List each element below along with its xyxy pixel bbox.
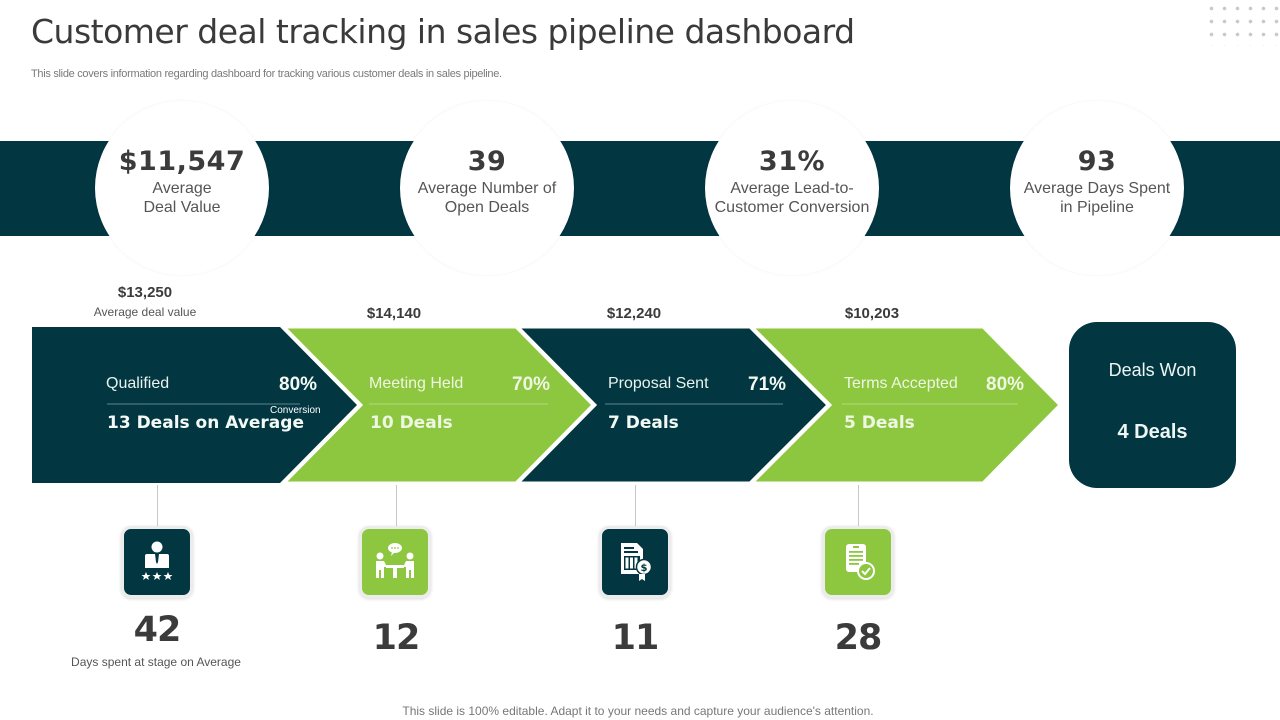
days-label: Days spent at stage on Average bbox=[71, 655, 241, 669]
deals-won-title: Deals Won bbox=[1108, 360, 1197, 380]
kpi-days-in-pipeline: 93 Average Days Spent in Pipeline bbox=[1010, 101, 1184, 275]
chevron-terms-accepted bbox=[748, 325, 1063, 485]
stage-deals-proposal-sent: 7 Deals bbox=[608, 413, 679, 433]
days-qualified: 42 bbox=[133, 610, 182, 650]
stage-deals-qualified: 13 Deals on Average bbox=[107, 413, 304, 433]
days-terms-accepted: 28 bbox=[834, 618, 883, 658]
stage-name-terms-accepted: Terms Accepted bbox=[844, 375, 958, 392]
kpi-value: 93 bbox=[1077, 146, 1117, 177]
stage-conversion-terms-accepted: 80% bbox=[986, 374, 1025, 395]
stage-conversion-proposal-sent: 71% bbox=[748, 374, 787, 395]
tile-meeting-held bbox=[359, 526, 431, 598]
stage-conversion-meeting-held: 70% bbox=[512, 374, 551, 395]
days-meeting-held: 12 bbox=[372, 618, 421, 658]
footer-note: This slide is 100% editable. Adapt it to… bbox=[402, 704, 874, 718]
connector-line bbox=[396, 485, 397, 527]
connector-line bbox=[858, 485, 859, 527]
stage-deal-value-meeting-held: $14,140 bbox=[366, 305, 422, 322]
tile-qualified bbox=[121, 526, 193, 598]
document-check-icon bbox=[846, 544, 875, 580]
stage-deal-value-label: Average deal value bbox=[93, 305, 197, 319]
kpi-label: Average Days Spent in Pipeline bbox=[1023, 180, 1171, 216]
user-rating-icon bbox=[141, 541, 173, 580]
deals-won-box: Deals Won 4 Deals bbox=[1069, 322, 1236, 488]
deals-won-count: 4 Deals bbox=[1117, 421, 1188, 443]
connector-line bbox=[635, 485, 636, 527]
chevron-qualified bbox=[32, 327, 357, 483]
decorative-dot-grid bbox=[1205, 2, 1280, 46]
stage-deals-meeting-held: 10 Deals bbox=[370, 413, 453, 433]
tile-proposal-sent: $ bbox=[599, 526, 671, 598]
kpi-value: 39 bbox=[467, 146, 507, 177]
kpi-label: Average Deal Value bbox=[143, 180, 221, 216]
invoice-dollar-icon: $ bbox=[621, 543, 653, 581]
kpi-label: Average Number of Open Deals bbox=[417, 180, 557, 216]
stage-conversion-qualified: 80% bbox=[279, 374, 318, 395]
kpi-label: Average Lead-to- Customer Conversion bbox=[714, 180, 870, 216]
kpi-lead-conversion: 31% Average Lead-to- Customer Conversion bbox=[705, 101, 879, 275]
stage-name-meeting-held: Meeting Held bbox=[369, 375, 464, 392]
page-title: Customer deal tracking in sales pipeline… bbox=[31, 12, 855, 51]
stage-name-proposal-sent: Proposal Sent bbox=[608, 375, 709, 392]
tile-terms-accepted bbox=[822, 526, 894, 598]
days-proposal-sent: 11 bbox=[611, 618, 660, 658]
stage-deal-value-proposal-sent: $12,240 bbox=[606, 305, 662, 322]
page-subtitle: This slide covers information regarding … bbox=[31, 68, 502, 80]
svg-text:$: $ bbox=[641, 563, 648, 574]
kpi-value: $11,547 bbox=[118, 146, 246, 177]
kpi-average-deal-value: $11,547 Average Deal Value bbox=[95, 101, 269, 275]
connector-line bbox=[157, 485, 158, 527]
stage-name-qualified: Qualified bbox=[106, 375, 170, 392]
stage-deals-terms-accepted: 5 Deals bbox=[844, 413, 915, 433]
stage-deal-value-terms-accepted: $10,203 bbox=[844, 305, 900, 322]
kpi-open-deals: 39 Average Number of Open Deals bbox=[400, 101, 574, 275]
meeting-icon bbox=[376, 543, 414, 578]
conversion-label: Conversion bbox=[270, 405, 321, 416]
kpi-value: 31% bbox=[758, 146, 826, 177]
stage-deal-value-qualified: $13,250 bbox=[117, 284, 173, 301]
